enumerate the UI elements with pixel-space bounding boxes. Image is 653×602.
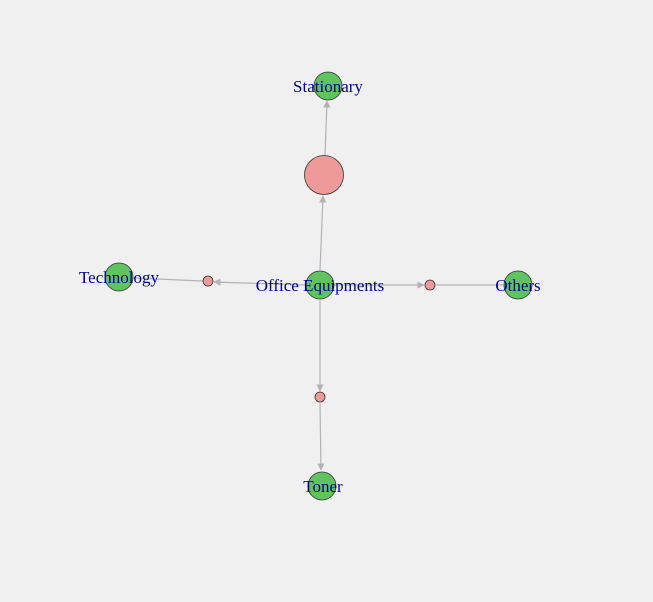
node-others	[503, 270, 533, 300]
edges	[132, 100, 504, 471]
edge-center-to-link-up	[319, 195, 327, 271]
edge-link-up-to-stationary	[323, 100, 331, 156]
node-labels: Stationary Technology Office Equipments …	[79, 77, 541, 496]
node-office-equipments	[305, 270, 335, 300]
label-office-equipments: Office Equipments	[256, 276, 385, 295]
link-node-right	[424, 279, 436, 291]
node-toner	[307, 471, 337, 501]
edge-link-left-to-technology	[132, 277, 204, 282]
label-toner: Toner	[303, 477, 343, 496]
link-node-down	[314, 391, 326, 403]
link-nodes	[202, 155, 436, 403]
node-stationary	[313, 71, 343, 101]
node-technology	[104, 262, 134, 292]
edge-link-down-to-toner	[317, 402, 325, 471]
label-technology: Technology	[79, 268, 160, 287]
label-stationary: Stationary	[293, 77, 363, 96]
link-node-large	[304, 155, 344, 195]
edge-center-to-link-left	[213, 278, 306, 286]
category-nodes	[104, 71, 533, 501]
link-node-left	[202, 275, 214, 287]
label-others: Others	[495, 276, 540, 295]
